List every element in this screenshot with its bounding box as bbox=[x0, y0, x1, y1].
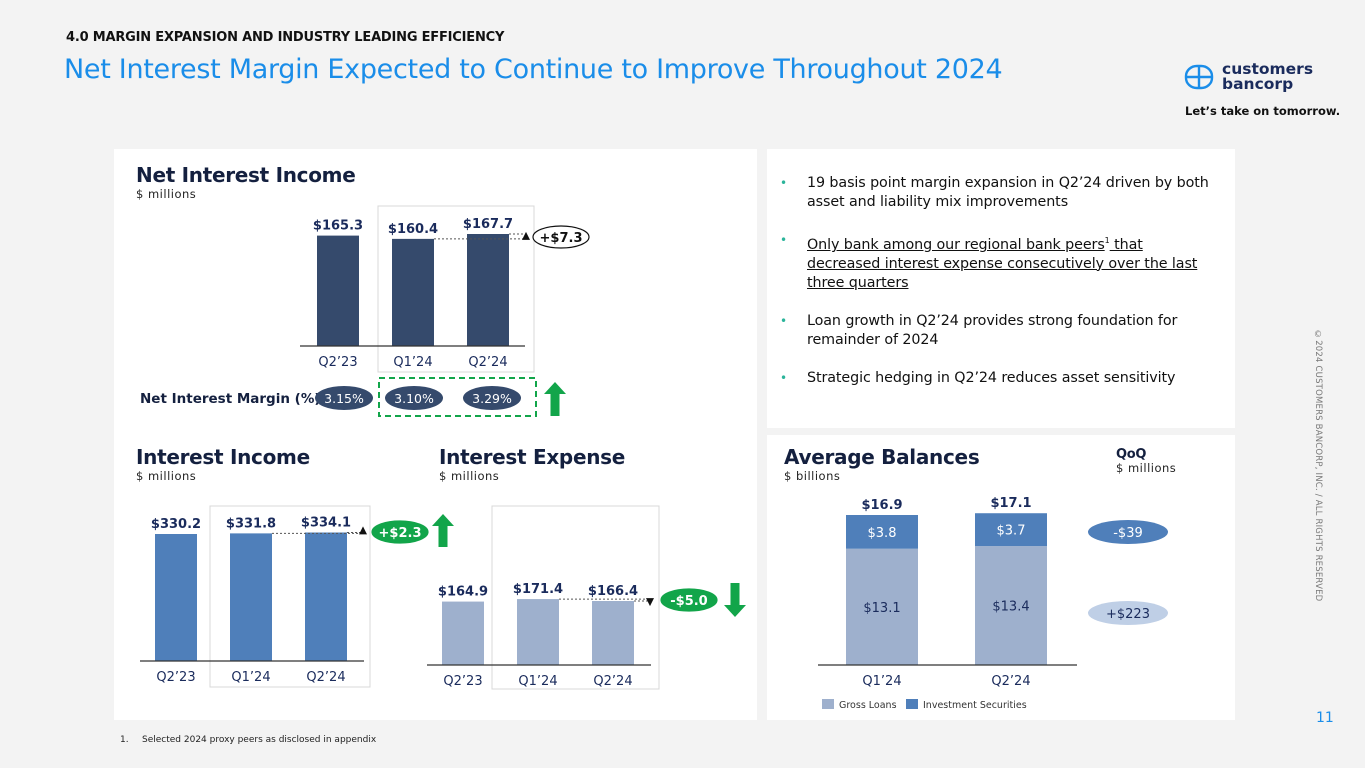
interest-income-up-arrow-icon bbox=[432, 514, 454, 547]
interest-expense-title: Interest Expense bbox=[439, 445, 626, 469]
nim-badge bbox=[385, 386, 443, 410]
interest-income-change-marker-icon bbox=[359, 526, 367, 535]
nii-change-label: +$7.3 bbox=[540, 231, 583, 246]
legend-swatch bbox=[906, 699, 918, 709]
income-expense-card bbox=[114, 149, 757, 720]
avg-balances-title: Average Balances bbox=[784, 445, 980, 469]
nii-bar bbox=[467, 234, 509, 346]
footnote: 1. Selected 2024 proxy peers as disclosed… bbox=[120, 735, 377, 745]
interest-income-x-tick: Q1’24 bbox=[231, 670, 270, 685]
interest-income-title: Interest Income bbox=[136, 445, 310, 469]
qoq-value: -$39 bbox=[1113, 526, 1143, 541]
interest-expense-bar bbox=[517, 599, 559, 665]
brand-name-line1: customers bbox=[1222, 60, 1314, 78]
qoq-securities-badge bbox=[1088, 520, 1168, 544]
gross-loans-label: $13.1 bbox=[863, 601, 900, 616]
nim-up-arrow-icon bbox=[544, 382, 566, 416]
nii-comparison-box bbox=[377, 205, 535, 373]
nim-badge bbox=[463, 386, 521, 410]
nim-value: 3.29% bbox=[472, 391, 512, 406]
nii-change-badge bbox=[532, 225, 590, 249]
interest-expense-x-tick: Q2’23 bbox=[443, 674, 482, 689]
interest-income-bar-label: $330.2 bbox=[151, 517, 201, 532]
avg-balances-x-tick: Q1’24 bbox=[862, 674, 901, 689]
interest-income-bar-label: $331.8 bbox=[226, 516, 276, 531]
nim-label: Net Interest Margin (%) bbox=[140, 391, 321, 407]
interest-expense-bar-label: $164.9 bbox=[438, 585, 488, 600]
copyright-notice: ©2024 CUSTOMERS BANCORP, INC. / ALL RIGH… bbox=[1313, 330, 1323, 602]
interest-expense-comparison-box bbox=[491, 505, 660, 690]
legend-label: Gross Loans bbox=[839, 700, 897, 711]
avg-balances-x-tick: Q2’24 bbox=[991, 674, 1030, 689]
interest-income-bar bbox=[230, 533, 272, 661]
nii-bar-label: $167.7 bbox=[463, 217, 513, 232]
interest-income-x-tick: Q2’23 bbox=[156, 670, 195, 685]
investment-securities-label: $3.7 bbox=[997, 524, 1026, 539]
qoq-value: +$223 bbox=[1106, 607, 1150, 622]
interest-income-bar-label: $334.1 bbox=[301, 516, 351, 531]
avg-balance-total-label: $17.1 bbox=[990, 496, 1031, 511]
legend-label: Investment Securities bbox=[923, 700, 1027, 711]
brand-logo: customers bancorp bbox=[1184, 60, 1314, 93]
nii-bar bbox=[392, 238, 434, 346]
nii-chart-title: Net Interest Income bbox=[136, 163, 356, 187]
highlight-item: Only bank among our regional bank peers1… bbox=[780, 231, 1220, 293]
gross-loans-segment bbox=[846, 548, 918, 665]
interest-expense-bar-label: $166.4 bbox=[588, 584, 638, 599]
nii-chart-subtitle: $ millions bbox=[136, 187, 197, 201]
interest-income-bar bbox=[305, 532, 347, 661]
avg-balances-subtitle: $ billions bbox=[784, 469, 841, 483]
highlight-item: Strategic hedging in Q2’24 reduces asset… bbox=[780, 369, 1220, 388]
interest-expense-bar bbox=[592, 601, 634, 665]
nim-value: 3.15% bbox=[324, 391, 364, 406]
interest-income-x-tick: Q2’24 bbox=[306, 670, 345, 685]
qoq-subtitle: $ millions bbox=[1116, 461, 1177, 475]
interest-income-comparison-box bbox=[209, 505, 371, 688]
qoq-title: QoQ bbox=[1116, 447, 1147, 462]
brand-name-line2: bancorp bbox=[1222, 75, 1294, 93]
highlight-item: Loan growth in Q2’24 provides strong fou… bbox=[780, 312, 1220, 350]
page-number: 11 bbox=[1316, 710, 1334, 726]
nii-bar-label: $165.3 bbox=[313, 219, 363, 234]
interest-expense-x-tick: Q2’24 bbox=[593, 674, 632, 689]
interest-income-change-label: +$2.3 bbox=[379, 526, 422, 541]
nii-bar bbox=[317, 235, 359, 346]
legend-swatch bbox=[822, 699, 834, 709]
nii-x-tick: Q2’24 bbox=[468, 355, 507, 370]
nii-x-tick: Q1’24 bbox=[393, 355, 432, 370]
footnote-ref: 1 bbox=[1104, 236, 1110, 245]
interest-income-subtitle: $ millions bbox=[136, 469, 197, 483]
highlight-item: 19 basis point margin expansion in Q2’24… bbox=[780, 174, 1220, 212]
interest-expense-bar bbox=[442, 601, 484, 665]
gross-loans-label: $13.4 bbox=[992, 600, 1029, 615]
interest-expense-subtitle: $ millions bbox=[439, 469, 500, 483]
customers-bancorp-logo-icon bbox=[1184, 64, 1214, 90]
investment-securities-label: $3.8 bbox=[868, 526, 897, 541]
interest-expense-change-badge bbox=[660, 588, 718, 612]
qoq-loans-badge bbox=[1088, 601, 1168, 625]
interest-expense-change-marker-icon bbox=[646, 598, 654, 607]
interest-expense-x-tick: Q1’24 bbox=[518, 674, 557, 689]
page-title: Net Interest Margin Expected to Continue… bbox=[64, 54, 1003, 85]
interest-expense-down-arrow-icon bbox=[724, 583, 746, 617]
nii-change-marker-icon bbox=[522, 231, 530, 240]
investment-securities-segment bbox=[846, 515, 918, 549]
interest-income-bar bbox=[155, 534, 197, 661]
nii-x-tick: Q2’23 bbox=[318, 355, 357, 370]
gross-loans-segment bbox=[975, 546, 1047, 665]
interest-expense-bar-label: $171.4 bbox=[513, 582, 563, 597]
avg-balance-total-label: $16.9 bbox=[861, 498, 902, 513]
nii-bar-label: $160.4 bbox=[388, 222, 438, 237]
brand-tagline: Let’s take on tomorrow. bbox=[1185, 104, 1341, 118]
nim-highlight-box bbox=[378, 377, 537, 417]
nim-value: 3.10% bbox=[394, 391, 434, 406]
interest-expense-change-label: -$5.0 bbox=[670, 594, 707, 609]
interest-income-change-badge bbox=[371, 520, 429, 544]
investment-securities-segment bbox=[975, 513, 1047, 547]
nim-badge bbox=[315, 386, 373, 410]
section-label: 4.0 MARGIN EXPANSION AND INDUSTRY LEADIN… bbox=[66, 30, 505, 45]
highlights-list: 19 basis point margin expansion in Q2’24… bbox=[780, 174, 1220, 407]
